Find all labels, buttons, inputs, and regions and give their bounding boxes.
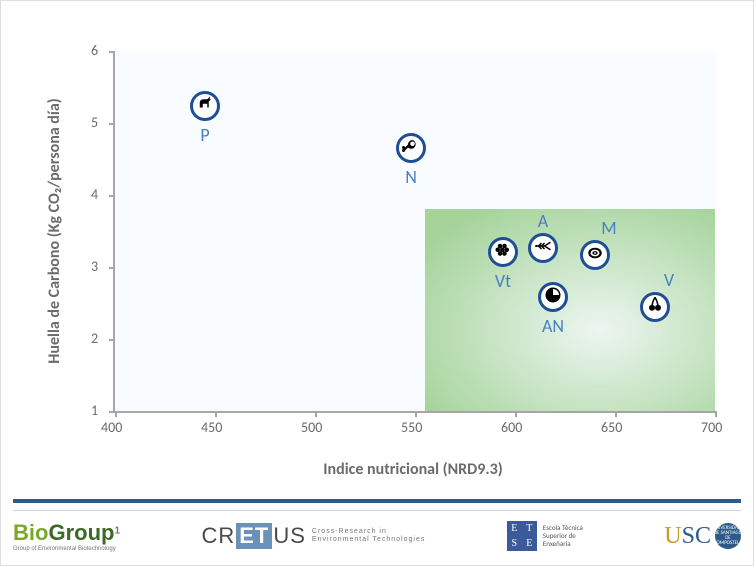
x-tick-label: 500: [301, 419, 322, 436]
cretus-et: ET: [236, 523, 272, 549]
biogroup-num: 1: [114, 526, 120, 537]
point-label-an: AN: [542, 315, 564, 337]
x-axis-title: Indice nutricional (NRD9.3): [113, 460, 713, 479]
data-point-p: [190, 91, 220, 121]
biogroup-group: Group: [48, 520, 114, 545]
y-tick: [109, 267, 115, 269]
fish-icon: [534, 237, 552, 260]
y-tick: [109, 339, 115, 341]
x-tick-label: 600: [501, 419, 522, 436]
x-tick-label: 550: [401, 419, 422, 436]
usc-seal: UNIVERSIDADE DE SANTIAGO DE COMPOSTELA: [715, 523, 741, 549]
point-label-v: V: [664, 269, 674, 291]
usc-u: U: [664, 523, 681, 549]
data-point-an: [538, 282, 568, 312]
plot-area: 400450500550600650700123456PNVtAANMV: [113, 51, 715, 413]
y-tick: [109, 195, 115, 197]
x-tick-label: 450: [201, 419, 222, 436]
x-tick: [615, 411, 617, 417]
y-tick-label: 5: [91, 114, 98, 131]
footer-sep: [13, 510, 741, 511]
point-label-vt: Vt: [495, 270, 511, 292]
cretus-tag1: Cross-Research in: [312, 528, 387, 535]
logo-biogroup: BioGroup1 Group of Environmental Biotech…: [13, 520, 120, 552]
y-tick-label: 1: [91, 402, 98, 419]
x-tick-label: 650: [601, 419, 622, 436]
usc-sc: SC: [682, 523, 711, 549]
goat-icon: [196, 94, 214, 117]
clock-icon: [544, 286, 562, 309]
x-tick: [415, 411, 417, 417]
etse-l0: E: [507, 521, 522, 536]
x-tick: [115, 411, 117, 417]
data-point-n: [396, 133, 426, 163]
x-tick-label: 400: [101, 419, 122, 436]
y-tick-label: 4: [91, 186, 98, 203]
logo-etse: E T S E Escola Técnica Superior de Enxeñ…: [507, 521, 583, 551]
x-tick: [215, 411, 217, 417]
cretus-us: US: [273, 523, 306, 549]
etse-l3: E: [522, 536, 537, 551]
y-axis-title: Huella de Carbono (Kg CO₂/persona día): [45, 51, 64, 411]
y-tick: [109, 123, 115, 125]
x-tick: [515, 411, 517, 417]
logo-cretus: CR ET US Cross-Research in Environmental…: [201, 523, 425, 549]
x-tick: [715, 411, 717, 417]
etse-line3: Enxeñaría: [543, 540, 583, 548]
cherries-icon: [646, 295, 664, 318]
data-point-m: [580, 240, 610, 270]
grapes-icon: [494, 240, 512, 263]
point-label-a: A: [538, 210, 548, 232]
etse-l1: T: [522, 521, 537, 536]
data-point-a: [528, 233, 558, 263]
cretus-tag2: Environmental Technologies: [312, 536, 425, 543]
cretus-cr: CR: [201, 523, 235, 549]
etse-box: E T S E: [507, 521, 537, 551]
y-tick-label: 6: [91, 42, 98, 59]
etse-l2: S: [507, 536, 522, 551]
steak-icon: [586, 244, 604, 267]
biogroup-bio: Bio: [13, 520, 48, 545]
data-point-v: [640, 292, 670, 322]
y-tick-label: 2: [91, 330, 98, 347]
meat-icon: [402, 137, 420, 160]
chart-area: 400 450 500 550 600 650 700 1 2 3 4 5 6 P N Vt A AN M V Hue…: [21, 41, 731, 471]
point-label-n: N: [405, 166, 417, 188]
footer-logos: BioGroup1 Group of Environmental Biotech…: [13, 515, 741, 557]
point-label-m: M: [601, 217, 616, 239]
point-label-p: P: [200, 124, 209, 146]
footer-bar: [13, 499, 741, 503]
y-tick: [109, 411, 115, 413]
x-tick: [315, 411, 317, 417]
y-tick-label: 3: [91, 258, 98, 275]
biogroup-tagline: Group of Environmental Biotechnology: [13, 546, 120, 552]
logo-usc: USC UNIVERSIDADE DE SANTIAGO DE COMPOSTE…: [664, 523, 741, 550]
x-tick-label: 700: [701, 419, 722, 436]
data-point-vt: [488, 237, 518, 267]
optimal-zone: [425, 209, 715, 411]
y-tick: [109, 51, 115, 53]
